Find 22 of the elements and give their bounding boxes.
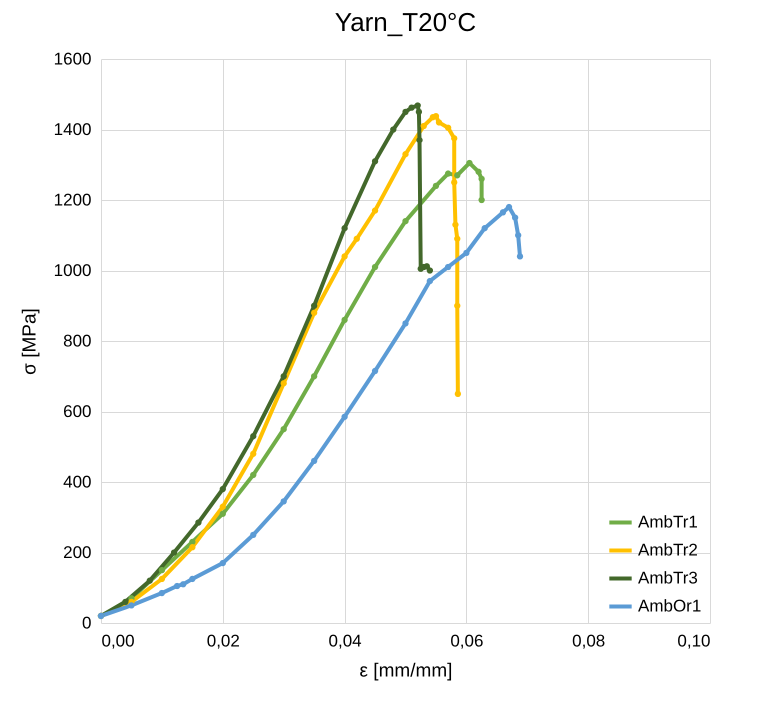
y-tick-label: 800 [63, 332, 92, 350]
x-tick-label: 0,08 [572, 632, 606, 650]
legend-label: AmbTr1 [638, 512, 698, 532]
y-tick-label: 400 [63, 472, 92, 492]
x-tick-label: 0,04 [328, 632, 362, 650]
y-axis-title: σ [MPa] [20, 308, 41, 375]
legend-label: AmbTr3 [638, 568, 698, 588]
legend-label: AmbTr2 [638, 540, 698, 560]
y-tick-label: 1600 [54, 50, 92, 68]
x-tick-label: 0,02 [206, 632, 240, 650]
y-tick-label: 1000 [54, 261, 92, 280]
x-axis-title: ε [mm/mm] [360, 660, 452, 682]
chart-title: Yarn_T20°C [334, 7, 476, 37]
y-tick-label: 1400 [54, 120, 92, 139]
x-tick-label: 0,10 [677, 632, 710, 650]
y-tick-label: 600 [63, 402, 92, 421]
x-tick-label: 0,00 [102, 632, 135, 650]
x-tick-label: 0,06 [450, 632, 484, 650]
legend-label: AmbOr1 [638, 596, 702, 616]
y-tick-label: 0 [82, 614, 92, 632]
y-tick-label: 1200 [54, 190, 92, 210]
y-tick-label: 200 [63, 543, 92, 562]
